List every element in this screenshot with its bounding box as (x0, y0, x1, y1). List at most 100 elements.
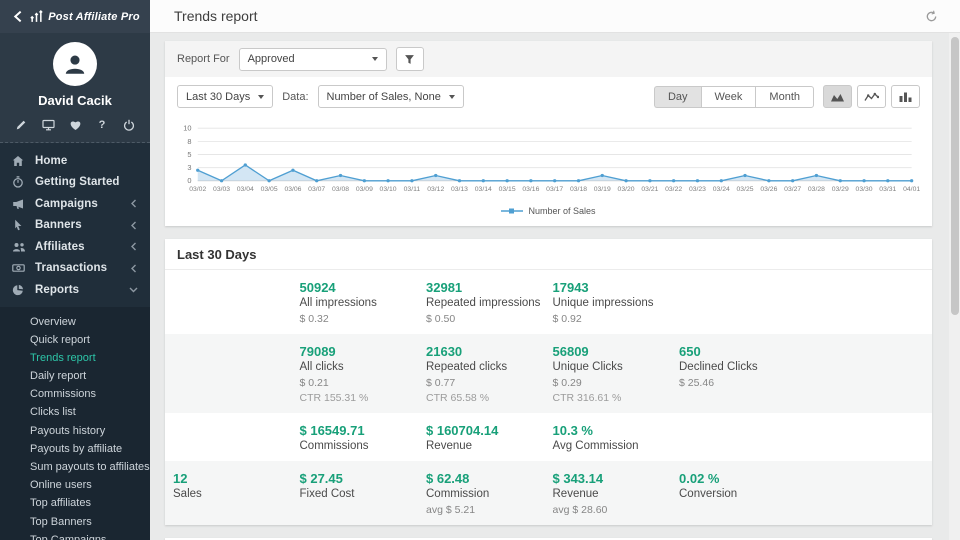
svg-text:03/11: 03/11 (404, 186, 421, 193)
stat-sub: $ 0.50 (426, 312, 456, 325)
profile-panel: David Cacik ? (0, 33, 150, 143)
period-button-week[interactable]: Week (700, 85, 756, 108)
period-button-month[interactable]: Month (755, 85, 814, 108)
data-select[interactable]: Number of Sales, None (317, 85, 464, 108)
legend-marker-icon (501, 208, 524, 214)
sidebar-item-reports[interactable]: Reports (0, 279, 150, 301)
money-icon (12, 262, 26, 274)
sidebar-item-banners[interactable]: Banners (0, 215, 150, 237)
person-icon (65, 55, 85, 74)
svg-text:04/01: 04/01 (903, 186, 920, 193)
pencil-icon[interactable] (13, 118, 29, 132)
sidebar: Post Affiliate Pro David Cacik (0, 0, 150, 540)
avatar[interactable] (53, 42, 97, 86)
svg-text:03/31: 03/31 (879, 186, 896, 193)
users-icon (12, 241, 26, 253)
stat-value: $ 343.14 (552, 470, 604, 486)
svg-text:03/25: 03/25 (737, 186, 754, 193)
stat-avg-commission: 10.3 % Avg Commission (553, 423, 680, 452)
sidebar-item-sum-payouts-to-affiliates[interactable]: Sum payouts to affiliates (30, 461, 150, 473)
sidebar-item-payouts-history[interactable]: Payouts history (30, 424, 106, 437)
svg-text:03/28: 03/28 (808, 186, 825, 193)
sidebar-item-home[interactable]: Home (0, 150, 150, 172)
power-icon[interactable] (121, 118, 137, 132)
report-for-select[interactable]: Approved (238, 47, 387, 71)
sidebar-item-commissions[interactable]: Commissions (30, 388, 97, 401)
sidebar-item-transactions[interactable]: Transactions (0, 258, 150, 280)
logo-arrows-icon (30, 10, 43, 23)
stat-label: Declined Clicks (679, 360, 758, 373)
caret-down-icon (258, 94, 265, 99)
megaphone-icon (12, 198, 26, 210)
page-title: Trends report (174, 8, 258, 24)
svg-text:03/06: 03/06 (284, 186, 301, 193)
stats-title: Last 30 Days (165, 239, 932, 270)
sidebar-item-top-affiliates[interactable]: Top affiliates (30, 497, 91, 510)
svg-text:03/15: 03/15 (499, 186, 516, 193)
stat-value: $ 27.45 (299, 470, 343, 486)
stat-value: 79089 (299, 343, 336, 359)
range-select[interactable]: Last 30 Days (177, 85, 274, 108)
stat-label: Fixed Cost (299, 487, 355, 500)
sidebar-item-quick-report[interactable]: Quick report (30, 333, 90, 346)
stat-label: Avg Commission (552, 439, 639, 452)
scrollbar-thumb[interactable] (950, 37, 959, 315)
sidebar-item-affiliates[interactable]: Affiliates (0, 236, 150, 258)
bar-chart-icon[interactable] (891, 85, 920, 108)
refresh-icon[interactable] (925, 10, 938, 23)
pie-chart-icon (12, 284, 26, 296)
svg-text:03/02: 03/02 (189, 186, 206, 193)
area-chart-icon[interactable] (823, 85, 852, 108)
heart-icon[interactable] (67, 118, 83, 132)
filter-icon[interactable] (395, 47, 424, 71)
stat-conversion: 0.02 % Conversion (679, 471, 806, 516)
line-chart-icon[interactable] (857, 85, 886, 108)
sidebar-item-trends-report[interactable]: Trends report (30, 351, 96, 364)
profile-name: David Cacik (38, 93, 112, 108)
svg-text:03/08: 03/08 (332, 186, 349, 193)
sidebar-item-label: Transactions (35, 262, 108, 275)
stat-sub: avg $ 5.21 (426, 503, 476, 516)
topbar: Trends report (150, 0, 960, 33)
stat-value: 650 (679, 343, 701, 359)
sidebar-item-campaigns[interactable]: Campaigns (0, 193, 150, 215)
svg-text:03/22: 03/22 (665, 186, 682, 193)
sidebar-item-top-banners[interactable]: Top Banners (30, 515, 92, 528)
stat-sub: $ 25.46 (679, 376, 715, 389)
app-logo[interactable]: Post Affiliate Pro (28, 10, 142, 23)
sidebar-item-daily-report[interactable]: Daily report (30, 370, 87, 383)
sidebar-item-payouts-by-affiliate[interactable]: Payouts by affiliate (30, 442, 123, 455)
sidebar-item-getting-started[interactable]: Getting Started (0, 172, 150, 194)
stat-label: Unique Clicks (552, 360, 623, 373)
sidebar-logo-bar: Post Affiliate Pro (0, 0, 150, 33)
chart-card: Report For Approved Last 30 Days Data: (165, 41, 932, 226)
scrollbar[interactable] (949, 33, 960, 540)
stat-revenue: $ 343.14 Revenue avg $ 28.60 (553, 471, 680, 516)
sidebar-item-top-campaigns[interactable]: Top Campaigns (30, 533, 107, 540)
stat-value: 10.3 % (552, 422, 593, 438)
back-icon[interactable] (8, 7, 28, 27)
sidebar-item-label: Campaigns (35, 197, 98, 210)
sidebar-item-clicks-list[interactable]: Clicks list (30, 406, 76, 419)
help-icon[interactable]: ? (98, 119, 106, 131)
monitor-icon[interactable] (40, 118, 56, 132)
sidebar-item-overview[interactable]: Overview (30, 315, 76, 328)
svg-text:03/24: 03/24 (713, 186, 730, 193)
stat-value: 17943 (552, 279, 589, 295)
stat-sub: $ 0.21 (299, 376, 329, 389)
stat-sub: $ 0.32 (299, 312, 329, 325)
data-label: Data: (282, 90, 309, 103)
chevron-left-icon (130, 199, 138, 208)
sidebar-item-online-users[interactable]: Online users (30, 479, 92, 492)
report-for-value: Approved (247, 53, 295, 65)
svg-text:03/10: 03/10 (380, 186, 397, 193)
pointer-icon (12, 219, 26, 231)
svg-text:03/27: 03/27 (784, 186, 801, 193)
stat-value: 0.02 % (679, 470, 720, 486)
trends-chart: 0 3 5 8 10 03/02 03/03 03/04 03/05 03/06 03/07 03/0… (175, 123, 922, 206)
svg-text:10: 10 (183, 124, 191, 133)
period-button-day[interactable]: Day (653, 85, 701, 108)
logo-text: Post Affiliate Pro (48, 10, 140, 23)
stat-row: 50924 All impressions $ 0.32 32981 Repeated … (165, 270, 932, 334)
stat-sales: 12 Sales (173, 471, 300, 516)
